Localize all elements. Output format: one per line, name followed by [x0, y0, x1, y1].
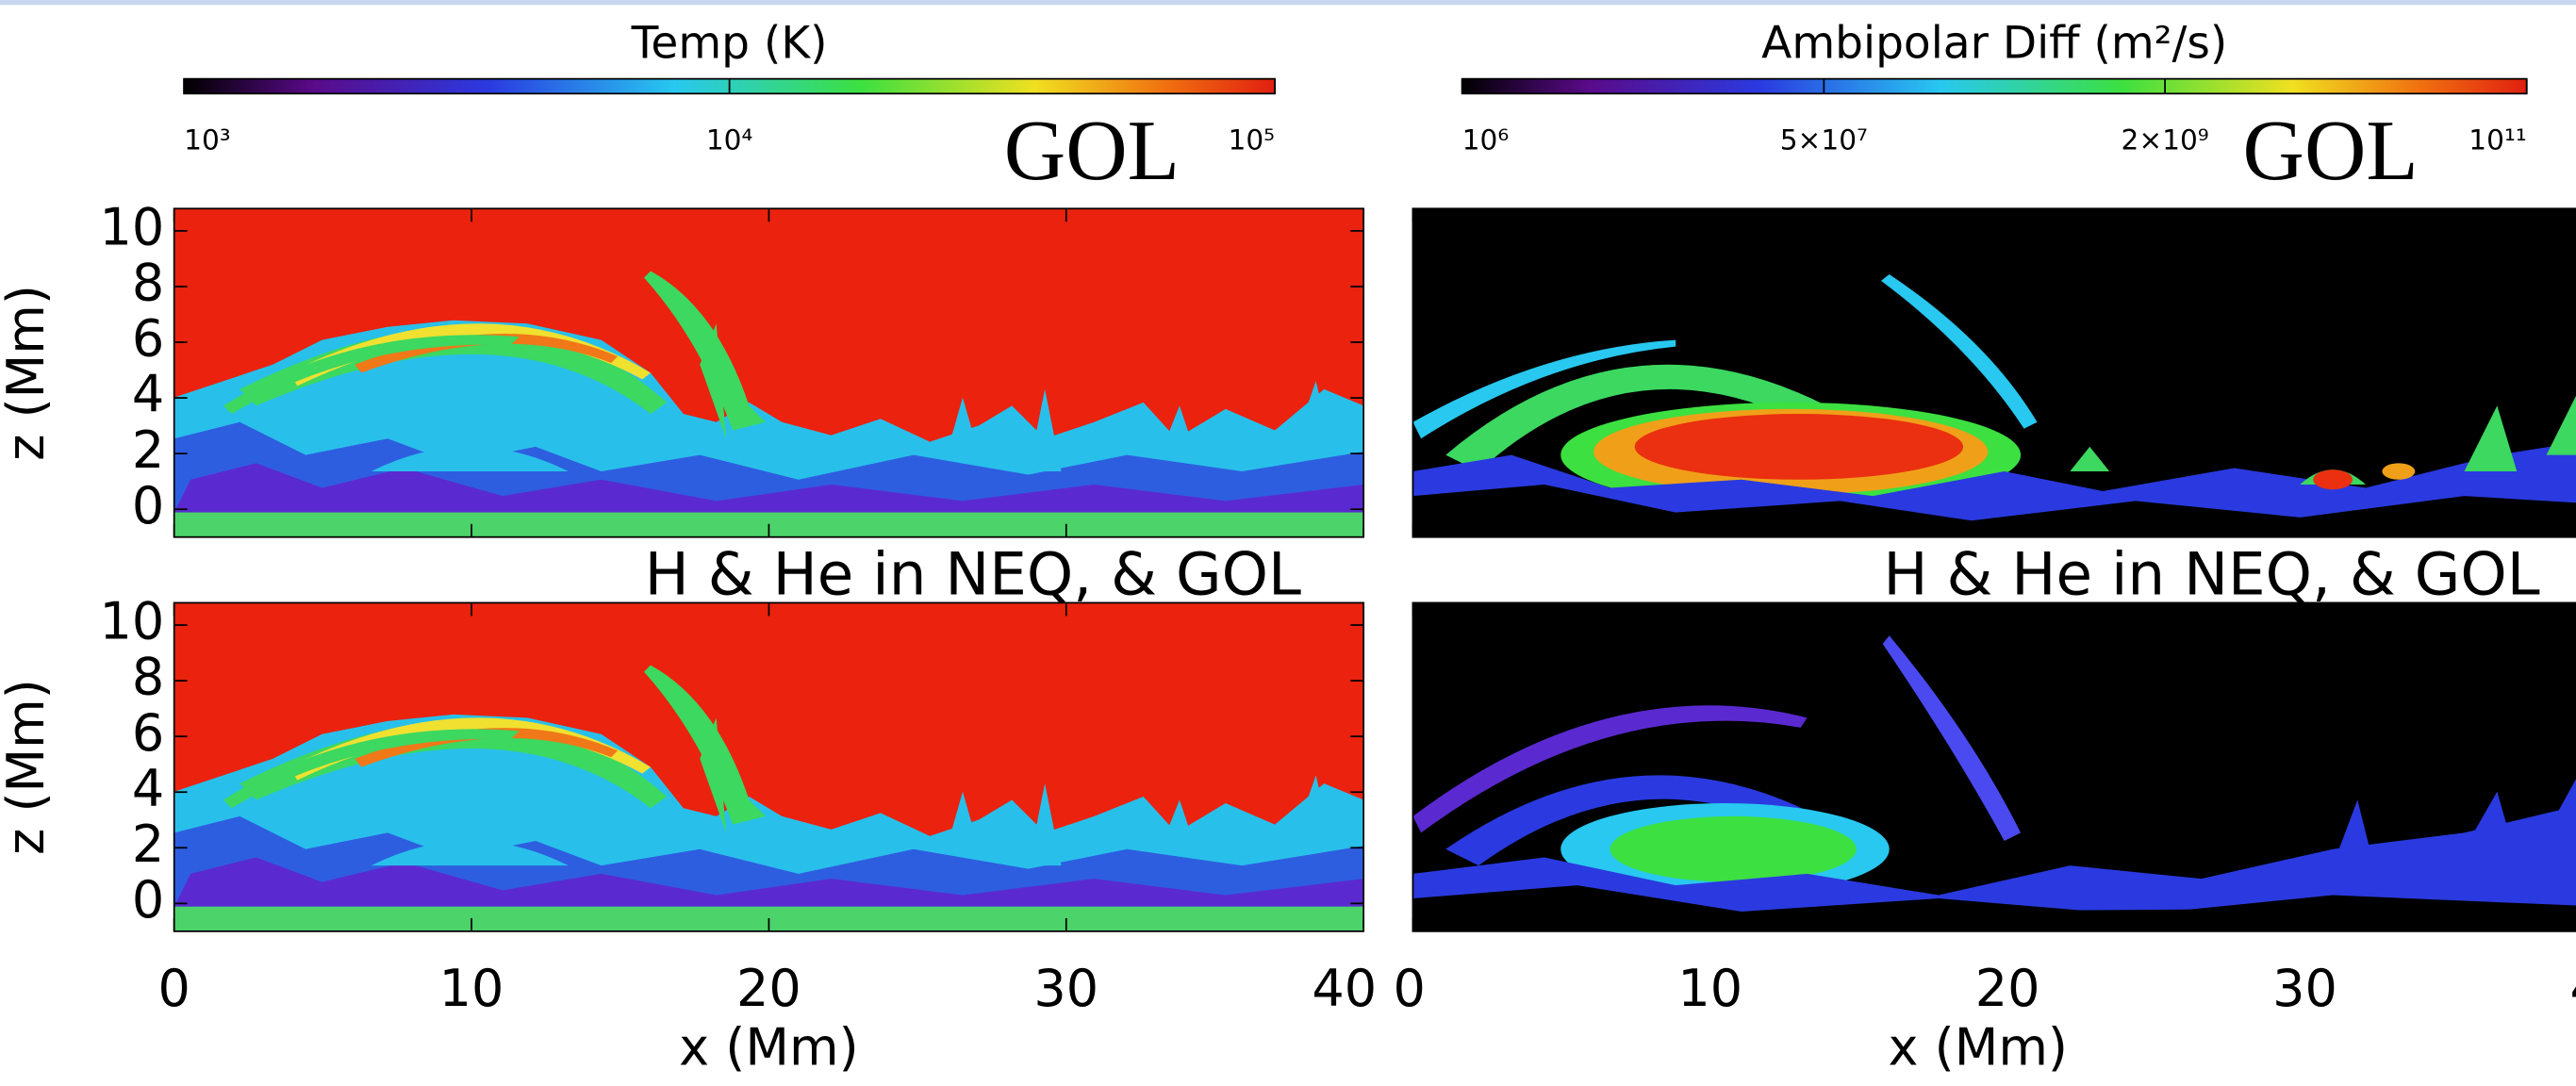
x-tick-label: 20 — [736, 959, 801, 1018]
y-tick-label: 2 — [132, 420, 164, 480]
y-tick-label: 4 — [132, 365, 164, 424]
x-tick-label: 20 — [1975, 959, 2040, 1018]
colorbar-tick-label: 2×10⁹ — [2121, 123, 2208, 156]
x-tick-label: 0 — [158, 959, 190, 1018]
y-tick-label: 8 — [132, 254, 164, 313]
y-axis-label: z (Mm) — [0, 679, 56, 855]
panel-annotation: H & He in NEQ, & GOL — [1883, 539, 2539, 608]
x-tick-label: 40 — [1312, 959, 1377, 1018]
heatmap-image — [1412, 208, 2576, 536]
top-border — [0, 0, 2576, 6]
colorbar — [1461, 77, 2528, 95]
colorbar-tick-label: 5×10⁷ — [1780, 123, 1868, 156]
y-tick-label: 10 — [100, 198, 165, 257]
colorbar-title: Temp (K) — [631, 17, 828, 69]
x-tick-label: 10 — [1677, 959, 1742, 1018]
panel-annotation: GOL — [1004, 103, 1180, 198]
colorbar-title: Ambipolar Diff (m²/s) — [1761, 17, 2227, 69]
x-axis-label: x (Mm) — [679, 1018, 858, 1078]
x-tick-label: 30 — [2272, 959, 2337, 1018]
panel-annotation: GOL — [2243, 103, 2419, 198]
y-tick-label: 2 — [132, 814, 164, 874]
y-tick-label: 0 — [132, 870, 164, 930]
y-tick-label: 0 — [132, 476, 164, 535]
y-tick-label: 4 — [132, 759, 164, 818]
colorbar-tick-label: 10⁵ — [1229, 123, 1276, 156]
x-tick-label: 0 — [1394, 959, 1426, 1018]
heatmap-image — [174, 208, 1363, 536]
colorbar-tick-label: 10⁶ — [1462, 123, 1510, 156]
x-axis-label: x (Mm) — [1889, 1018, 2068, 1078]
colorbar-tick-label: 10⁴ — [706, 123, 753, 156]
colorbar-tick-label: 10¹¹ — [2469, 123, 2526, 156]
x-tick-label: 30 — [1033, 959, 1098, 1018]
colorbar-tick-label: 10³ — [184, 123, 231, 156]
y-tick-label: 6 — [132, 309, 164, 369]
y-tick-label: 8 — [132, 648, 164, 707]
heatmap-image — [174, 602, 1363, 930]
y-axis-label: z (Mm) — [0, 285, 56, 461]
x-tick-label: 10 — [439, 959, 504, 1018]
x-tick-label: 40 — [2570, 959, 2576, 1018]
panel-annotation: H & He in NEQ, & GOL — [645, 539, 1301, 608]
y-tick-label: 6 — [132, 703, 164, 763]
heatmap-image — [1412, 602, 2576, 930]
y-tick-label: 10 — [100, 592, 165, 651]
